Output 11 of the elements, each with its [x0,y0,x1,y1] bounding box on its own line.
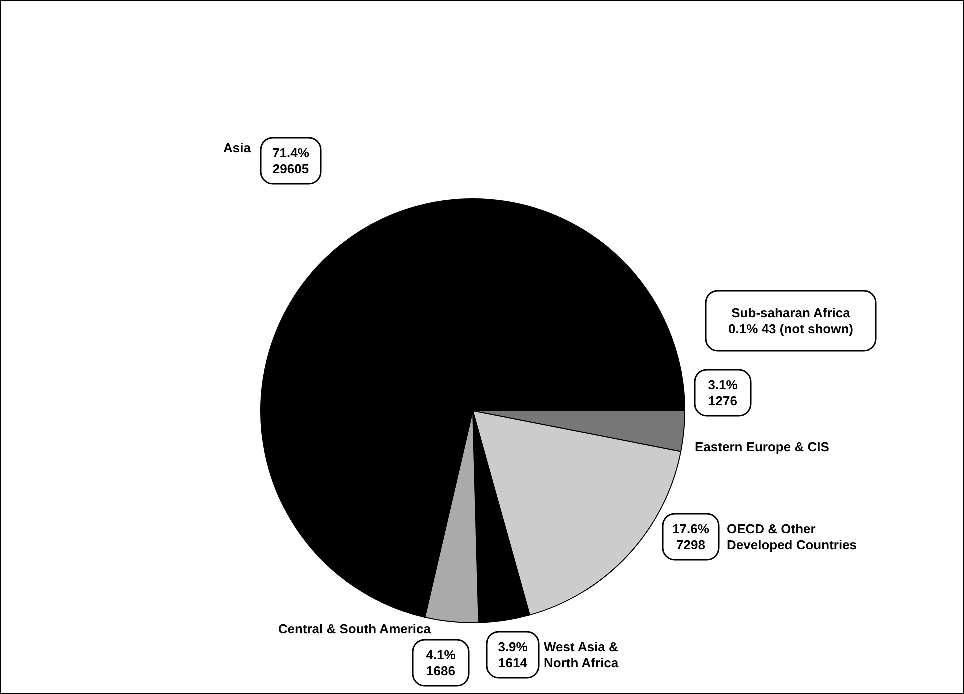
slice-label: Central & South America [278,622,432,636]
slice-label: Eastern Europe & CIS [695,440,830,454]
data-label: 4.1% 1686 [426,648,456,678]
slice-label: West Asia & North Africa [544,640,620,670]
slice-label: Asia [224,140,252,156]
data-label: 3.9% 1614 [498,640,528,670]
data-label: 71.4% 29605 [272,146,310,176]
data-label: 3.1% 1276 [708,378,738,408]
slice-label: OECD & Other Developed Countries [727,522,858,552]
data-label: 17.6% 7298 [672,522,710,552]
text: Sub-saharan Africa 0.1% 43 (not shown) [728,306,854,336]
